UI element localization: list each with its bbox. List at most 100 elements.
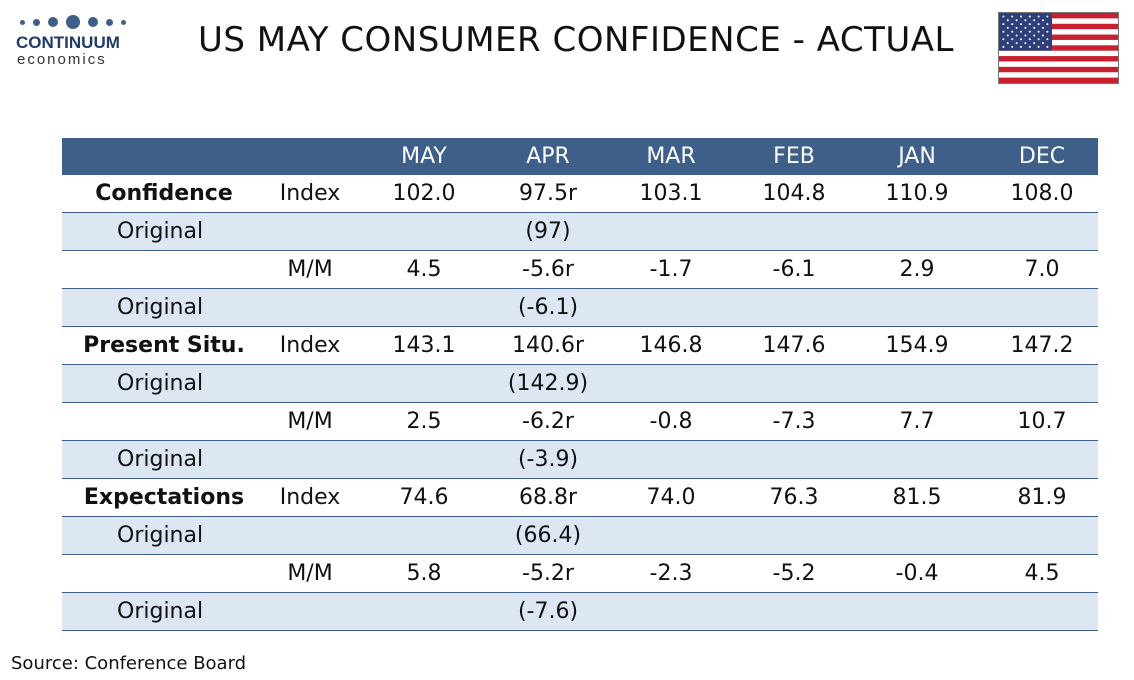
table-cell	[602, 212, 740, 251]
table-row: Original (-7.6)	[62, 592, 1098, 631]
table-cell: 110.9	[848, 175, 986, 213]
table-cell: 4.5	[354, 250, 494, 289]
table-cell	[602, 288, 740, 327]
table-cell: -0.4	[848, 554, 986, 593]
page-title: US MAY CONSUMER CONFIDENCE - ACTUAL	[198, 20, 954, 60]
table-cell	[740, 592, 848, 631]
table-cell	[740, 288, 848, 327]
table-cell	[986, 592, 1098, 631]
table-cell: (-3.9)	[494, 440, 602, 479]
table-cell: 74.6	[354, 478, 494, 517]
table-cell: 146.8	[602, 326, 740, 365]
consumer-confidence-table: MAY APR MAR FEB JAN DEC Confidence Index 102.0 9…	[62, 138, 1098, 631]
continuum-logo: CONTINUUM economics	[16, 14, 134, 68]
table-cell	[986, 212, 1098, 251]
table-cell: 103.1	[602, 175, 740, 213]
table-cell: 2.5	[354, 402, 494, 441]
row-label: Expectations	[62, 478, 266, 517]
table-cell: -5.2r	[494, 554, 602, 593]
table-cell: (142.9)	[494, 364, 602, 403]
column-header	[62, 138, 266, 175]
table-cell: 2.9	[848, 250, 986, 289]
table-row: Original (142.9)	[62, 364, 1098, 403]
table-cell: 68.8r	[494, 478, 602, 517]
column-header: MAY	[354, 138, 494, 175]
table-cell	[848, 212, 986, 251]
row-measure: Index	[266, 175, 354, 213]
table-cell	[848, 516, 986, 555]
column-header	[266, 138, 354, 175]
table-cell: -5.2	[740, 554, 848, 593]
table-cell	[848, 440, 986, 479]
table-row: Original (-6.1)	[62, 288, 1098, 327]
table-cell: 76.3	[740, 478, 848, 517]
row-measure: Index	[266, 478, 354, 517]
row-measure: M/M	[266, 250, 354, 289]
table-row: Expectations Index 74.6 68.8r 74.0 76.3 81.5 81…	[62, 478, 1098, 517]
table-cell: 7.7	[848, 402, 986, 441]
table-cell: 97.5r	[494, 175, 602, 213]
row-label: Original	[62, 592, 266, 631]
table-cell	[986, 440, 1098, 479]
row-label: Present Situ.	[62, 326, 266, 365]
table-cell: (-6.1)	[494, 288, 602, 327]
table-header-row: MAY APR MAR FEB JAN DEC	[62, 138, 1098, 175]
table-row: Present Situ. Index 143.1 140.6r 146.8 147.6 1…	[62, 326, 1098, 365]
table-row: Original (66.4)	[62, 516, 1098, 555]
table-cell: 104.8	[740, 175, 848, 213]
row-label: Confidence	[62, 175, 266, 213]
column-header: MAR	[602, 138, 740, 175]
table-cell	[740, 440, 848, 479]
table-cell: 154.9	[848, 326, 986, 365]
row-measure	[266, 440, 354, 479]
table-cell: 143.1	[354, 326, 494, 365]
table-row: M/M 5.8 -5.2r -2.3 -5.2 -0.4 4.5	[62, 554, 1098, 593]
table-cell	[848, 288, 986, 327]
table-cell	[986, 288, 1098, 327]
row-label: Original	[62, 516, 266, 555]
table-cell: 4.5	[986, 554, 1098, 593]
source-note: Source: Conference Board	[11, 653, 247, 674]
row-label: Original	[62, 364, 266, 403]
table-cell	[740, 516, 848, 555]
row-measure: M/M	[266, 402, 354, 441]
row-measure: Index	[266, 326, 354, 365]
table-cell: 147.2	[986, 326, 1098, 365]
table-cell: 108.0	[986, 175, 1098, 213]
row-label	[62, 402, 266, 441]
table-cell: 74.0	[602, 478, 740, 517]
row-measure	[266, 364, 354, 403]
column-header: FEB	[740, 138, 848, 175]
row-label	[62, 554, 266, 593]
table-cell: 7.0	[986, 250, 1098, 289]
table-cell	[354, 440, 494, 479]
table-row: M/M 2.5 -6.2r -0.8 -7.3 7.7 10.7	[62, 402, 1098, 441]
table-row: Confidence Index 102.0 97.5r 103.1 104.8 110.9…	[62, 175, 1098, 213]
logo-name: CONTINUUM	[16, 33, 120, 52]
row-label	[62, 250, 266, 289]
row-measure: M/M	[266, 554, 354, 593]
table-cell	[848, 364, 986, 403]
table-cell	[354, 592, 494, 631]
table-cell: -6.1	[740, 250, 848, 289]
table-cell: 81.9	[986, 478, 1098, 517]
table-cell: -2.3	[602, 554, 740, 593]
table-cell	[354, 288, 494, 327]
row-label: Original	[62, 212, 266, 251]
row-measure	[266, 288, 354, 327]
row-measure	[266, 516, 354, 555]
table-cell	[740, 364, 848, 403]
row-measure	[266, 592, 354, 631]
table-cell	[354, 212, 494, 251]
table-cell	[602, 440, 740, 479]
table-cell: 147.6	[740, 326, 848, 365]
table-cell: -6.2r	[494, 402, 602, 441]
table-cell: (-7.6)	[494, 592, 602, 631]
table-cell	[740, 212, 848, 251]
table-cell: 81.5	[848, 478, 986, 517]
table-cell: 5.8	[354, 554, 494, 593]
table-cell: -5.6r	[494, 250, 602, 289]
table-cell	[354, 516, 494, 555]
table-cell: (97)	[494, 212, 602, 251]
table-cell	[354, 364, 494, 403]
